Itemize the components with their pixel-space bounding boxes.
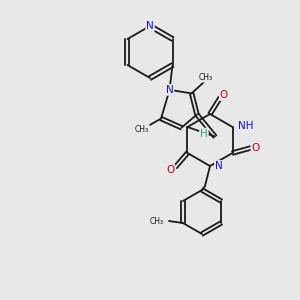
Text: CH₃: CH₃ [135,125,149,134]
Text: N: N [146,21,154,31]
Text: CH₃: CH₃ [199,73,213,82]
Text: N: N [166,85,173,95]
Text: N: N [215,161,223,171]
Text: CH₃: CH₃ [150,217,164,226]
Text: O: O [251,143,260,153]
Text: O: O [220,90,228,100]
Text: O: O [167,165,175,175]
Text: H: H [200,128,208,139]
Text: NH: NH [238,121,253,131]
